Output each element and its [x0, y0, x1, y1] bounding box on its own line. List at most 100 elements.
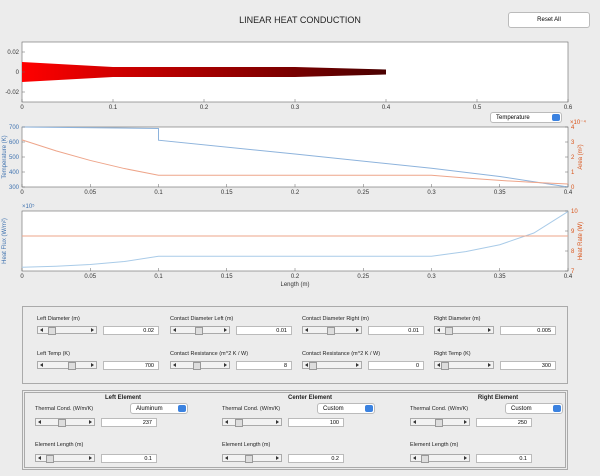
x-tick-label: 0.35: [494, 190, 506, 196]
data-line: [21, 126, 569, 188]
slider-right-arrow: [89, 456, 92, 460]
y2-tick-label: 9: [571, 229, 575, 235]
y-multiplier: ×10⁵: [22, 203, 35, 210]
y2-tick-label: 0: [571, 185, 575, 191]
parameter-label: Left Temp (K): [37, 351, 70, 357]
slider-left-arrow: [413, 456, 416, 460]
slider-left-arrow: [437, 363, 440, 367]
slider[interactable]: [222, 454, 282, 463]
slider-left-arrow: [173, 328, 176, 332]
x-axis-label: Length (m): [280, 282, 309, 288]
slider[interactable]: [170, 326, 230, 335]
slider-left-arrow: [225, 456, 228, 460]
parameter-input[interactable]: 0.01: [368, 326, 424, 335]
conductivity-label: Thermal Cond. (W/m/K): [410, 406, 469, 412]
slider-thumb: [235, 419, 243, 427]
slider-right-arrow: [356, 328, 359, 332]
conductivity-input[interactable]: 100: [288, 418, 344, 427]
slider[interactable]: [37, 361, 97, 370]
slider-right-arrow: [91, 363, 94, 367]
x-tick-label: 0.3: [291, 105, 300, 111]
popup-arrow: [178, 405, 186, 412]
material-text: Custom: [323, 406, 344, 412]
slider[interactable]: [222, 418, 282, 427]
plot-selector[interactable]: Temperature: [490, 112, 562, 123]
slider[interactable]: [35, 454, 95, 463]
length-input[interactable]: 0.1: [101, 454, 157, 463]
parameter-input[interactable]: 700: [103, 361, 159, 370]
length-input[interactable]: 0.2: [288, 454, 344, 463]
data-line: [21, 139, 569, 185]
parameter-input[interactable]: 0.01: [236, 326, 292, 335]
slider[interactable]: [170, 361, 230, 370]
parameter-input[interactable]: 0.005: [500, 326, 556, 335]
slider-thumb: [58, 419, 66, 427]
conductivity-input[interactable]: 237: [101, 418, 157, 427]
conductivity-input[interactable]: 250: [476, 418, 532, 427]
slider-left-arrow: [40, 328, 43, 332]
x-tick-label: 0.1: [154, 190, 163, 196]
parameter-input[interactable]: 300: [500, 361, 556, 370]
slider-thumb: [245, 455, 253, 463]
slider-left-arrow: [413, 420, 416, 424]
parameter-input[interactable]: 0.02: [103, 326, 159, 335]
length-label: Element Length (m): [35, 442, 84, 448]
y-tick-label: 600: [9, 140, 20, 146]
x-tick-label: 0: [20, 274, 24, 280]
y2-tick-label: 1: [571, 170, 575, 176]
slider-left-arrow: [173, 363, 176, 367]
length-input[interactable]: 0.1: [476, 454, 532, 463]
material-text: Aluminum: [136, 406, 163, 412]
x-tick-label: 0.1: [154, 274, 163, 280]
x-tick-label: 0.2: [291, 274, 300, 280]
slider-thumb: [435, 419, 443, 427]
x-tick-label: 0.4: [564, 190, 573, 196]
material-popup[interactable]: Custom: [505, 403, 563, 414]
slider-left-arrow: [305, 363, 308, 367]
plot-selector-text: Temperature: [496, 115, 530, 121]
slider[interactable]: [302, 326, 362, 335]
parameter-label: Contact Diameter Left (m): [170, 316, 234, 322]
material-popup[interactable]: Aluminum: [130, 403, 188, 414]
parameter-input[interactable]: 0: [368, 361, 424, 370]
y2-tick-label: 8: [571, 249, 575, 255]
slider[interactable]: [410, 418, 470, 427]
y2-tick-label: 3: [571, 140, 575, 146]
y-tick-label: 500: [9, 155, 20, 161]
length-label: Element Length (m): [222, 442, 271, 448]
x-tick-label: 0: [20, 105, 24, 111]
material-popup[interactable]: Custom: [317, 403, 375, 414]
element-title: Center Element: [287, 395, 332, 401]
app-title: LINEAR HEAT CONDUCTION: [239, 15, 361, 25]
element-title: Right Element: [477, 395, 519, 401]
x-tick-label: 0.05: [84, 190, 96, 196]
slider[interactable]: [434, 326, 494, 335]
slider[interactable]: [434, 361, 494, 370]
plot-area: [21, 126, 569, 188]
popup-arrow: [365, 405, 373, 412]
y-tick-label: 0: [16, 70, 20, 76]
slider[interactable]: [37, 326, 97, 335]
y2-axis-label: Heat Rate (W): [578, 222, 584, 260]
y-axis-label: Temperature (K): [2, 135, 8, 178]
x-tick-label: 0.05: [84, 274, 96, 280]
slider-thumb: [46, 455, 54, 463]
rod-shape: [22, 62, 386, 82]
x-tick-label: 0.6: [564, 105, 573, 111]
parameter-input[interactable]: 8: [236, 361, 292, 370]
slider-thumb: [195, 327, 203, 335]
slider-right-arrow: [356, 363, 359, 367]
slider[interactable]: [35, 418, 95, 427]
slider[interactable]: [410, 454, 470, 463]
reset-button[interactable]: Reset All: [508, 12, 590, 28]
y-tick-label: 0.02: [7, 50, 19, 56]
slider[interactable]: [302, 361, 362, 370]
x-tick-label: 0.3: [427, 274, 436, 280]
slider-right-arrow: [224, 363, 227, 367]
popup-arrow: [553, 405, 561, 412]
x-tick-label: 0.25: [357, 274, 369, 280]
parameter-label: Right Diameter (m): [434, 316, 481, 322]
parameter-label: Left Diameter (m): [37, 316, 80, 322]
x-tick-label: 0.2: [200, 105, 209, 111]
